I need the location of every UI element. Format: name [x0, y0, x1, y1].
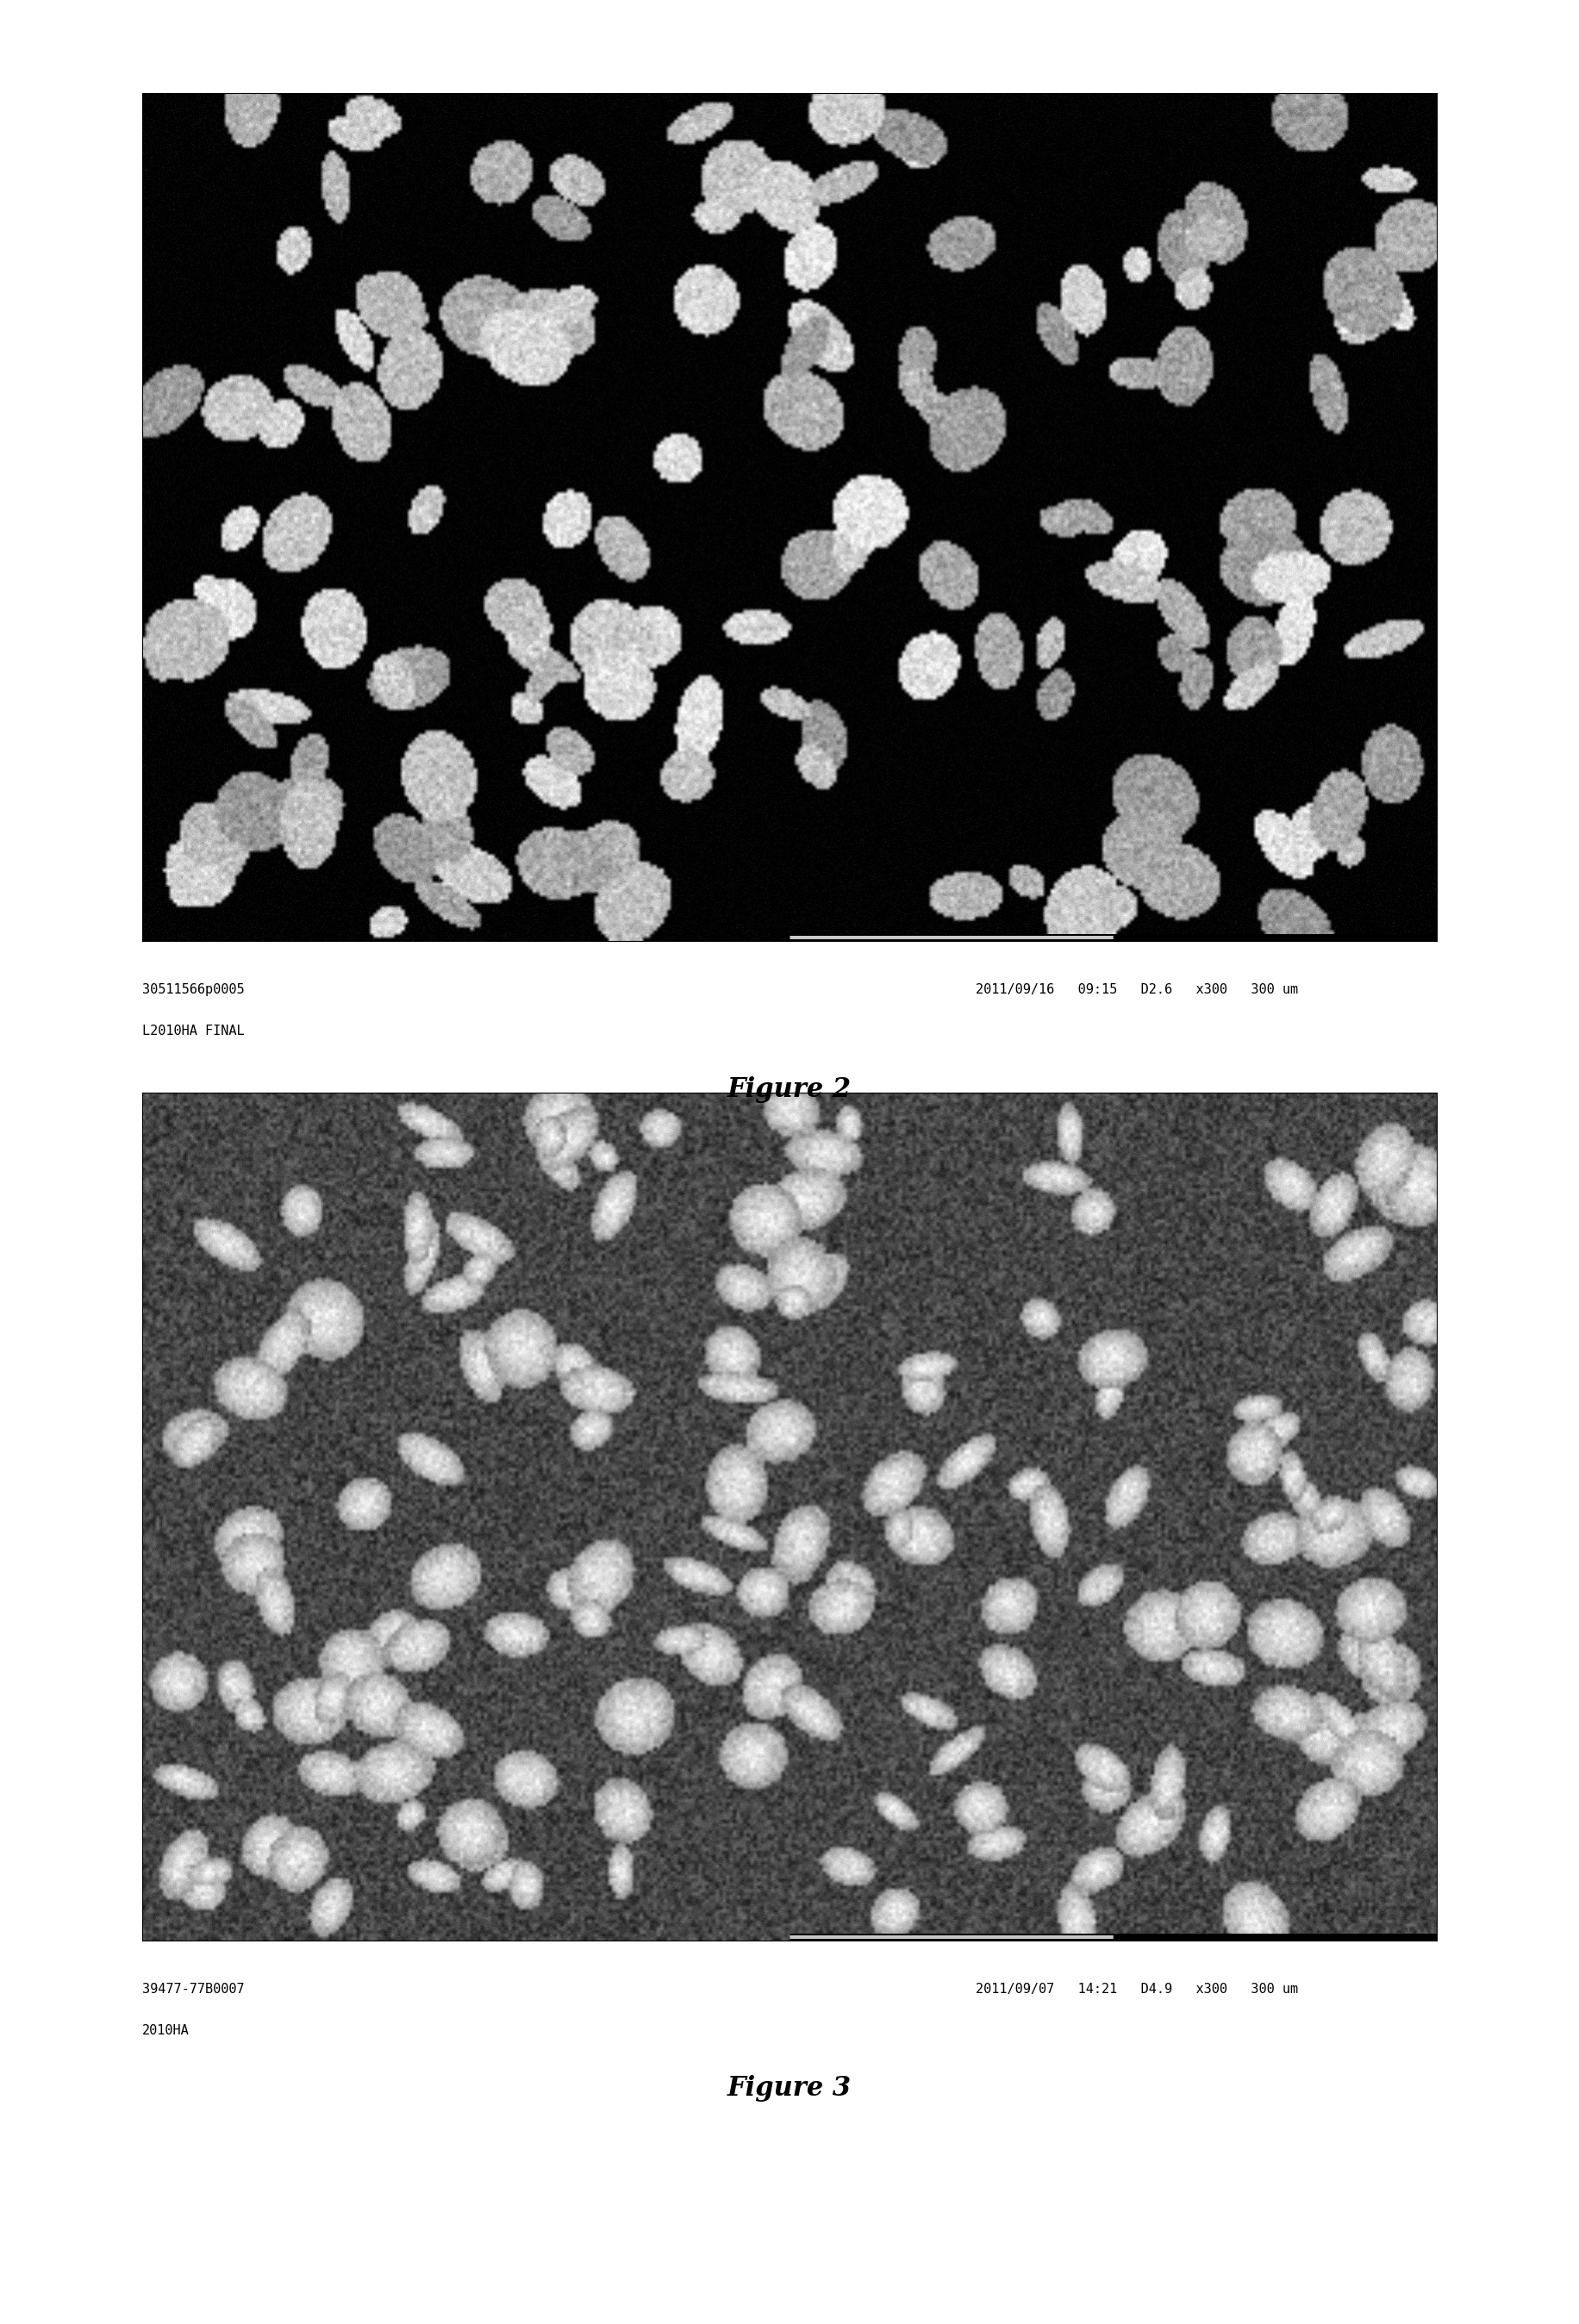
Text: 39477-77B0007: 39477-77B0007 — [142, 1982, 245, 1996]
Text: Figure 2: Figure 2 — [728, 1076, 851, 1102]
Text: L2010HA FINAL: L2010HA FINAL — [142, 1025, 245, 1039]
Text: 2010HA: 2010HA — [142, 2024, 189, 2038]
Text: 2011/09/07   14:21   D4.9   x300   300 um: 2011/09/07 14:21 D4.9 x300 300 um — [976, 1982, 1298, 1996]
Text: 30511566p0005: 30511566p0005 — [142, 983, 245, 997]
Text: 2011/09/16   09:15   D2.6   x300   300 um: 2011/09/16 09:15 D2.6 x300 300 um — [976, 983, 1298, 997]
Text: Figure 3: Figure 3 — [728, 2075, 851, 2101]
